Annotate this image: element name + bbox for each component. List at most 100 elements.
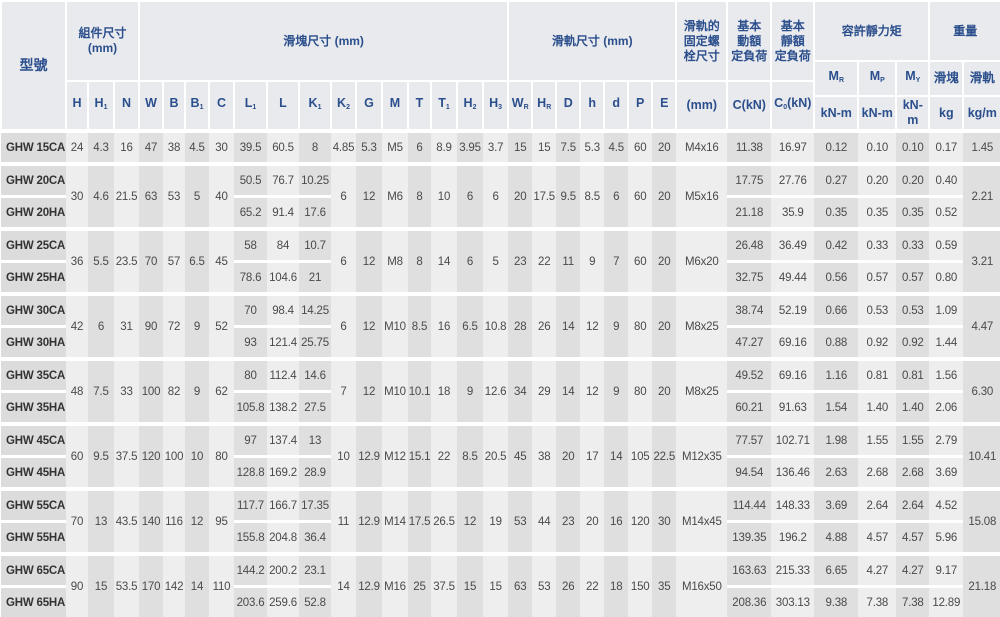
cell-t: 6	[408, 131, 431, 164]
cell-l1: 78.6	[234, 262, 267, 295]
cell-h: 22	[580, 554, 604, 617]
cell-k1: 13	[299, 424, 331, 457]
cell-my: 7.38	[896, 587, 929, 617]
cell-k1: 25.75	[299, 327, 331, 360]
cell-c0: 136.46	[771, 457, 814, 490]
cell-p: 60	[628, 164, 652, 229]
cell-h: 70	[66, 489, 88, 554]
cell-d: 14	[556, 359, 580, 424]
cell-l: 91.4	[267, 197, 299, 230]
header-static-unit-tail: (kN)	[787, 96, 811, 110]
cell-my: 1.55	[896, 424, 929, 457]
cell-cdyn: 32.75	[727, 262, 771, 295]
header-dim-main: E	[660, 96, 668, 110]
cell-model: GHW 20CA	[1, 164, 66, 197]
header-dim-main: H	[489, 96, 498, 110]
cell-model: GHW 65CA	[1, 554, 66, 587]
header-static-line: 定負荷	[772, 49, 813, 64]
header-dim: W	[139, 81, 163, 131]
header-dim-main: H	[72, 96, 81, 110]
header-dim-main: d	[612, 96, 620, 110]
header-dim-main: N	[122, 96, 131, 110]
cell-model: GHW 25HA	[1, 262, 66, 295]
cell-h1: 9.5	[88, 424, 114, 489]
header-weight-block: 滑塊	[929, 61, 963, 96]
cell-d: 14	[604, 424, 628, 489]
cell-t1: 26.5	[431, 489, 457, 554]
cell-k1: 28.9	[299, 457, 331, 490]
cell-block: 9.17	[929, 554, 963, 587]
cell-k2: 10	[331, 424, 356, 489]
header-dynamic-line: 定負荷	[728, 49, 770, 64]
cell-cdyn: 94.54	[727, 457, 771, 490]
header-bolt: 滑軌的 固定螺 栓尺寸	[676, 1, 727, 81]
header-dim: T	[408, 81, 431, 131]
header-static-load: 基本 靜額 定負荷	[771, 1, 814, 81]
cell-cdyn: 139.35	[727, 522, 771, 555]
cell-mr: 4.88	[814, 522, 858, 555]
header-dim-main: H	[537, 96, 546, 110]
header-dim-sub: 2	[346, 104, 350, 111]
header-dynamic-line: 基本	[728, 19, 770, 34]
cell-mr: 0.35	[814, 197, 858, 230]
cell-bolt: M14x45	[676, 489, 727, 554]
cell-my: 2.68	[896, 457, 929, 490]
header-dim-main: H	[95, 96, 104, 110]
cell-k1: 52.8	[299, 587, 331, 617]
cell-w: 63	[139, 164, 163, 229]
cell-h2: 6	[457, 229, 483, 294]
cell-h1: 4.3	[88, 131, 114, 164]
header-dim-main: h	[588, 96, 596, 110]
header-dim: WR	[508, 81, 532, 131]
cell-c0: 16.97	[771, 131, 814, 164]
header-rail-dims: 滑軌尺寸 (mm)	[508, 1, 676, 81]
cell-b1: 9	[185, 294, 209, 359]
cell-wr: 15	[508, 131, 532, 164]
cell-d: 9	[604, 294, 628, 359]
cell-model: GHW 45HA	[1, 457, 66, 490]
cell-hr: 29	[532, 359, 556, 424]
cell-my: 4.27	[896, 554, 929, 587]
cell-c0: 148.33	[771, 489, 814, 522]
cell-h2: 9	[457, 359, 483, 424]
cell-d: 18	[604, 554, 628, 617]
cell-c: 62	[209, 359, 234, 424]
cell-b1: 9	[185, 359, 209, 424]
cell-p: 60	[628, 131, 652, 164]
cell-mr: 0.66	[814, 294, 858, 327]
cell-model: GHW 20HA	[1, 197, 66, 230]
cell-h1: 5.5	[88, 229, 114, 294]
header-moment: 容許靜力矩	[814, 1, 929, 61]
cell-h3: 6	[483, 164, 508, 229]
header-dim: D	[556, 81, 580, 131]
cell-h: 48	[66, 359, 88, 424]
cell-n: 16	[114, 131, 139, 164]
cell-block: 5.96	[929, 522, 963, 555]
cell-h3: 5	[483, 229, 508, 294]
cell-h1: 4.6	[88, 164, 114, 229]
cell-h1: 6	[88, 294, 114, 359]
cell-wr: 28	[508, 294, 532, 359]
cell-t: 8	[408, 229, 431, 294]
cell-m: M8	[382, 229, 408, 294]
cell-e: 22.5	[652, 424, 676, 489]
cell-k1: 14.25	[299, 294, 331, 327]
cell-k2: 14	[331, 554, 356, 617]
cell-b: 116	[163, 489, 185, 554]
header-dim-main: T	[416, 96, 424, 110]
cell-hr: 22	[532, 229, 556, 294]
header-dim: K1	[299, 81, 331, 131]
cell-l: 76.7	[267, 164, 299, 197]
header-dim: M	[382, 81, 408, 131]
cell-k2: 4.85	[331, 131, 356, 164]
cell-k2: 7	[331, 359, 356, 424]
cell-cdyn: 163.63	[727, 554, 771, 587]
cell-k1: 17.35	[299, 489, 331, 522]
header-static-line: 基本	[772, 19, 813, 34]
cell-block: 0.59	[929, 229, 963, 262]
header-mr: MR	[814, 61, 858, 96]
cell-h3: 20.5	[483, 424, 508, 489]
cell-h: 9	[580, 229, 604, 294]
